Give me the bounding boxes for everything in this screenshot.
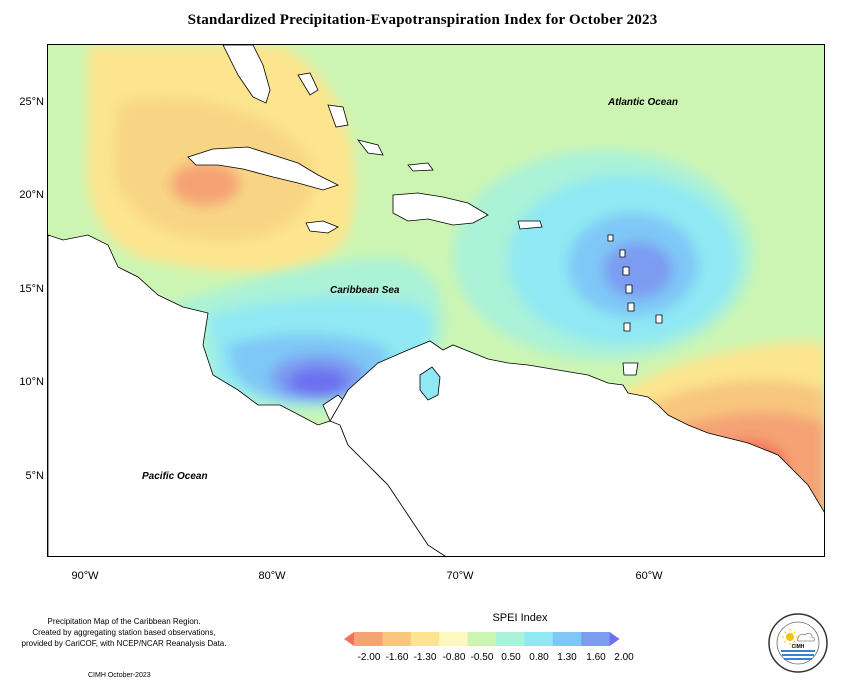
map-title: Standardized Precipitation-Evapotranspir… [187,12,658,28]
logo-abbr: CIMH [792,644,805,650]
lon-label-80w: 80°W [258,570,286,582]
legend-swatch [410,632,440,646]
pacific-ocean-label: Pacific Ocean [142,471,208,482]
legend-swatch [581,632,611,646]
legend-arrow-low [344,632,354,646]
legend-swatch [439,632,469,646]
legend-tick-label: 1.60 [586,652,606,663]
lat-label-5n: 5°N [25,470,44,482]
map-credit: Precipitation Map of the Caribbean Regio… [0,616,248,649]
puerto-rico-island [517,220,543,230]
lon-label-70w: 70°W [446,570,474,582]
spei-map [47,44,825,557]
hispaniola-island [392,192,489,226]
lat-label-25n: 25°N [19,96,44,108]
credit-line: provided by CariCOF, with NCEP/NCAR Rean… [21,639,227,648]
legend-labels: -2.00 -1.60 -1.30 -0.80 -0.50 0.50 0.80 … [351,652,651,666]
cloud-icon [796,632,815,642]
legend-tick-label: 1.30 [557,652,577,663]
lon-label-60w: 60°W [635,570,663,582]
legend-swatch [524,632,554,646]
cimh-logo: CIMH [768,613,828,673]
landmass [48,45,824,556]
wet-anomaly-atlantic [453,150,753,360]
trinidad-island [622,362,639,376]
jamaica-island [305,220,339,234]
legend-tick-label: 0.50 [501,652,521,663]
south-america-land [329,340,824,556]
lat-label-10n: 10°N [19,376,44,388]
caribbean-sea-label: Caribbean Sea [330,285,400,296]
legend-arrow-high [609,632,620,646]
legend-swatch [354,632,383,646]
atlantic-ocean-label: Atlantic Ocean [608,97,679,108]
sun-icon [782,629,798,645]
credit-line: Created by aggregating station based obs… [32,628,216,637]
lat-label-20n: 20°N [19,189,44,201]
legend-tick-label: 2.00 [614,652,634,663]
cuba-island [187,146,340,191]
waves-icon [781,650,815,660]
lat-label-15n: 15°N [19,283,44,295]
legend-swatch [496,632,525,646]
lesser-antilles [607,234,663,332]
legend-tick-label: 0.80 [529,652,549,663]
legend-tick-label: -2.00 [357,652,381,663]
florida-land [222,45,271,104]
legend-swatch [467,632,497,646]
legend-tick-label: -0.80 [442,652,466,663]
lake-maracaibo [419,366,441,401]
legend-colorbar [344,632,620,646]
map-canvas [48,45,824,556]
legend-title: SPEI Index [492,612,548,624]
legend-swatch [382,632,412,646]
footer-date: CIMH October-2023 [88,672,151,679]
credit-line: Precipitation Map of the Caribbean Regio… [47,617,201,626]
legend-tick-label: -1.60 [385,652,409,663]
legend-tick-label: -0.50 [470,652,494,663]
lon-label-90w: 90°W [71,570,99,582]
legend-tick-label: -1.30 [413,652,437,663]
bahamas-islands [297,72,434,172]
legend-swatch [552,632,582,646]
